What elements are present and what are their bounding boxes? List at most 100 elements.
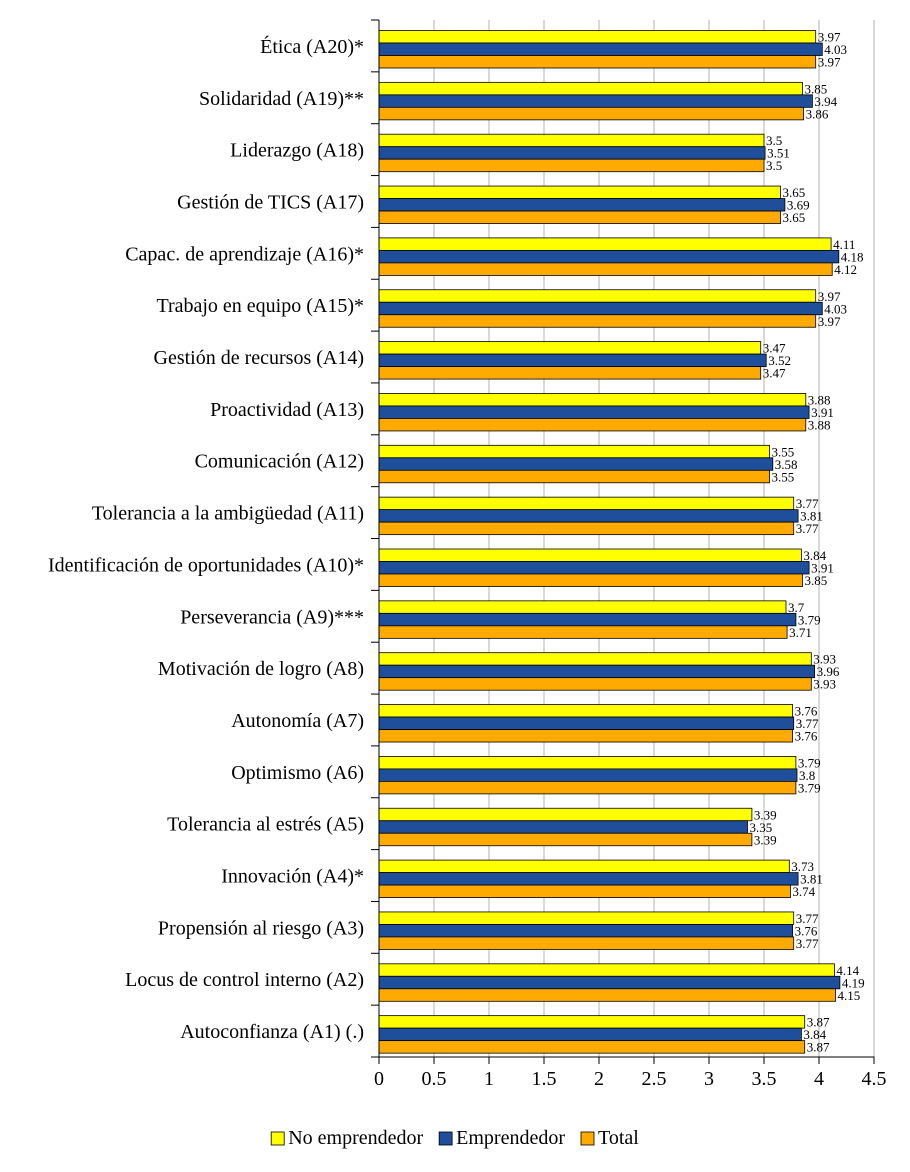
data-label: 3.55 [772,469,795,484]
bar-no-emprendedor [378,185,781,199]
bar-emprendedor [378,405,810,419]
bars [378,30,841,1054]
category-label: Innovación (A4)* [221,866,364,888]
bar-emprendedor [378,924,794,938]
bar-no-emprendedor [378,911,795,925]
x-tick-label: 3.5 [752,1068,777,1090]
bar-emprendedor [378,301,823,316]
data-label: 3.73 [791,859,814,874]
data-label: 3.51 [767,146,790,161]
bar-emprendedor [378,198,786,212]
data-label: 3.76 [795,704,818,719]
data-label: 3.77 [796,521,819,536]
data-label: 3.88 [808,392,831,407]
data-label: 3.47 [763,366,786,381]
bar-total [378,729,794,743]
bar-emprendedor [378,820,748,834]
data-label: 3.87 [807,1015,830,1030]
category-labels: Ética (A20)* Solidaridad (A19)** Liderazgo… [48,35,364,1043]
legend-label: No emprendedor [288,1127,423,1149]
data-label: 3.87 [807,1040,830,1055]
data-label: 3.65 [783,210,806,225]
legend-label: Total [598,1127,639,1149]
axes [371,19,875,1064]
bar-no-emprendedor [378,548,802,562]
data-label: 3.77 [796,936,819,951]
x-tick-labels: 0 0.5 1 1.5 2 2.5 3 3.5 4 4.5 [374,1068,887,1090]
category-label: Motivación de logro (A8) [158,658,364,680]
bar-emprendedor [378,457,774,471]
data-label: 3.5 [766,133,782,148]
category-label: Propensión al riesgo (A3) [158,917,364,939]
bar-no-emprendedor [378,341,762,355]
category-label: Autonomía (A7) [231,710,364,732]
bar-emprendedor [378,1027,802,1042]
data-label: 3.8 [799,768,815,783]
data-label: 3.52 [768,353,791,368]
category-label: Proactividad (A13) [210,399,364,421]
grid-lines [433,20,875,1057]
bar-emprendedor [378,249,840,264]
data-label: 3.81 [800,872,823,887]
bar-emprendedor [378,561,810,575]
x-tick-label: 2.5 [642,1068,667,1090]
x-tick-label: 0 [374,1068,384,1090]
legend-item-total: Total [580,1127,639,1149]
data-label: 3.39 [754,832,777,847]
data-label: 3.81 [800,509,823,524]
bar-no-emprendedor [378,600,787,614]
data-label: 3.97 [818,55,841,70]
bar-total [378,677,812,691]
data-label: 3.71 [789,625,812,640]
data-label: 3.79 [798,612,821,627]
bar-emprendedor [378,664,816,679]
data-label: 3.69 [787,198,810,213]
bar-emprendedor [378,353,767,368]
bar-no-emprendedor [378,30,817,44]
data-label: 3.35 [750,820,773,835]
bar-total [378,55,817,69]
bar-total [378,936,795,950]
bar-total [378,418,807,432]
bar-no-emprendedor [378,133,765,148]
x-tick-label: 4 [814,1068,824,1090]
bar-no-emprendedor [378,704,794,718]
category-label: Gestión de TICS (A17) [177,191,364,213]
data-label: 3.97 [818,314,841,329]
x-tick-label: 2 [594,1068,604,1090]
data-label: 3.93 [813,652,836,667]
category-label: Gestión de recursos (A14) [154,347,365,369]
bar-no-emprendedor [378,652,812,666]
bar-no-emprendedor [378,963,835,977]
category-label: Autoconfianza (A1) (.) [180,1021,364,1043]
bar-emprendedor [378,872,799,886]
bar-total [378,884,791,898]
legend-swatch [438,1131,453,1146]
category-label: Perseverancia (A9)*** [180,606,364,628]
data-label: 4.15 [838,988,861,1003]
x-tick-label: 1 [484,1068,494,1090]
data-label: 3.91 [811,561,834,576]
data-label: 3.76 [795,923,818,938]
data-label: 3.65 [783,185,806,200]
bar-total [378,832,753,847]
data-label: 3.79 [798,755,821,770]
category-label: Tolerancia a la ambigüedad (A11) [92,503,364,525]
bar-emprendedor [378,94,813,108]
data-label: 3.47 [763,341,786,356]
bar-total [378,210,781,224]
data-label: 3.74 [792,884,815,899]
bar-no-emprendedor [378,289,817,303]
data-label: 3.85 [805,573,828,588]
data-label: 3.5 [766,158,782,173]
bar-emprendedor [378,975,841,990]
bar-no-emprendedor [378,81,803,96]
bar-total [378,106,805,121]
legend-items: No emprendedor Emprendedor Total [270,1127,639,1149]
bar-total [378,988,836,1002]
data-label: 3.97 [818,289,841,304]
legend-label: Emprendedor [456,1127,565,1149]
data-label: 3.84 [803,548,826,563]
